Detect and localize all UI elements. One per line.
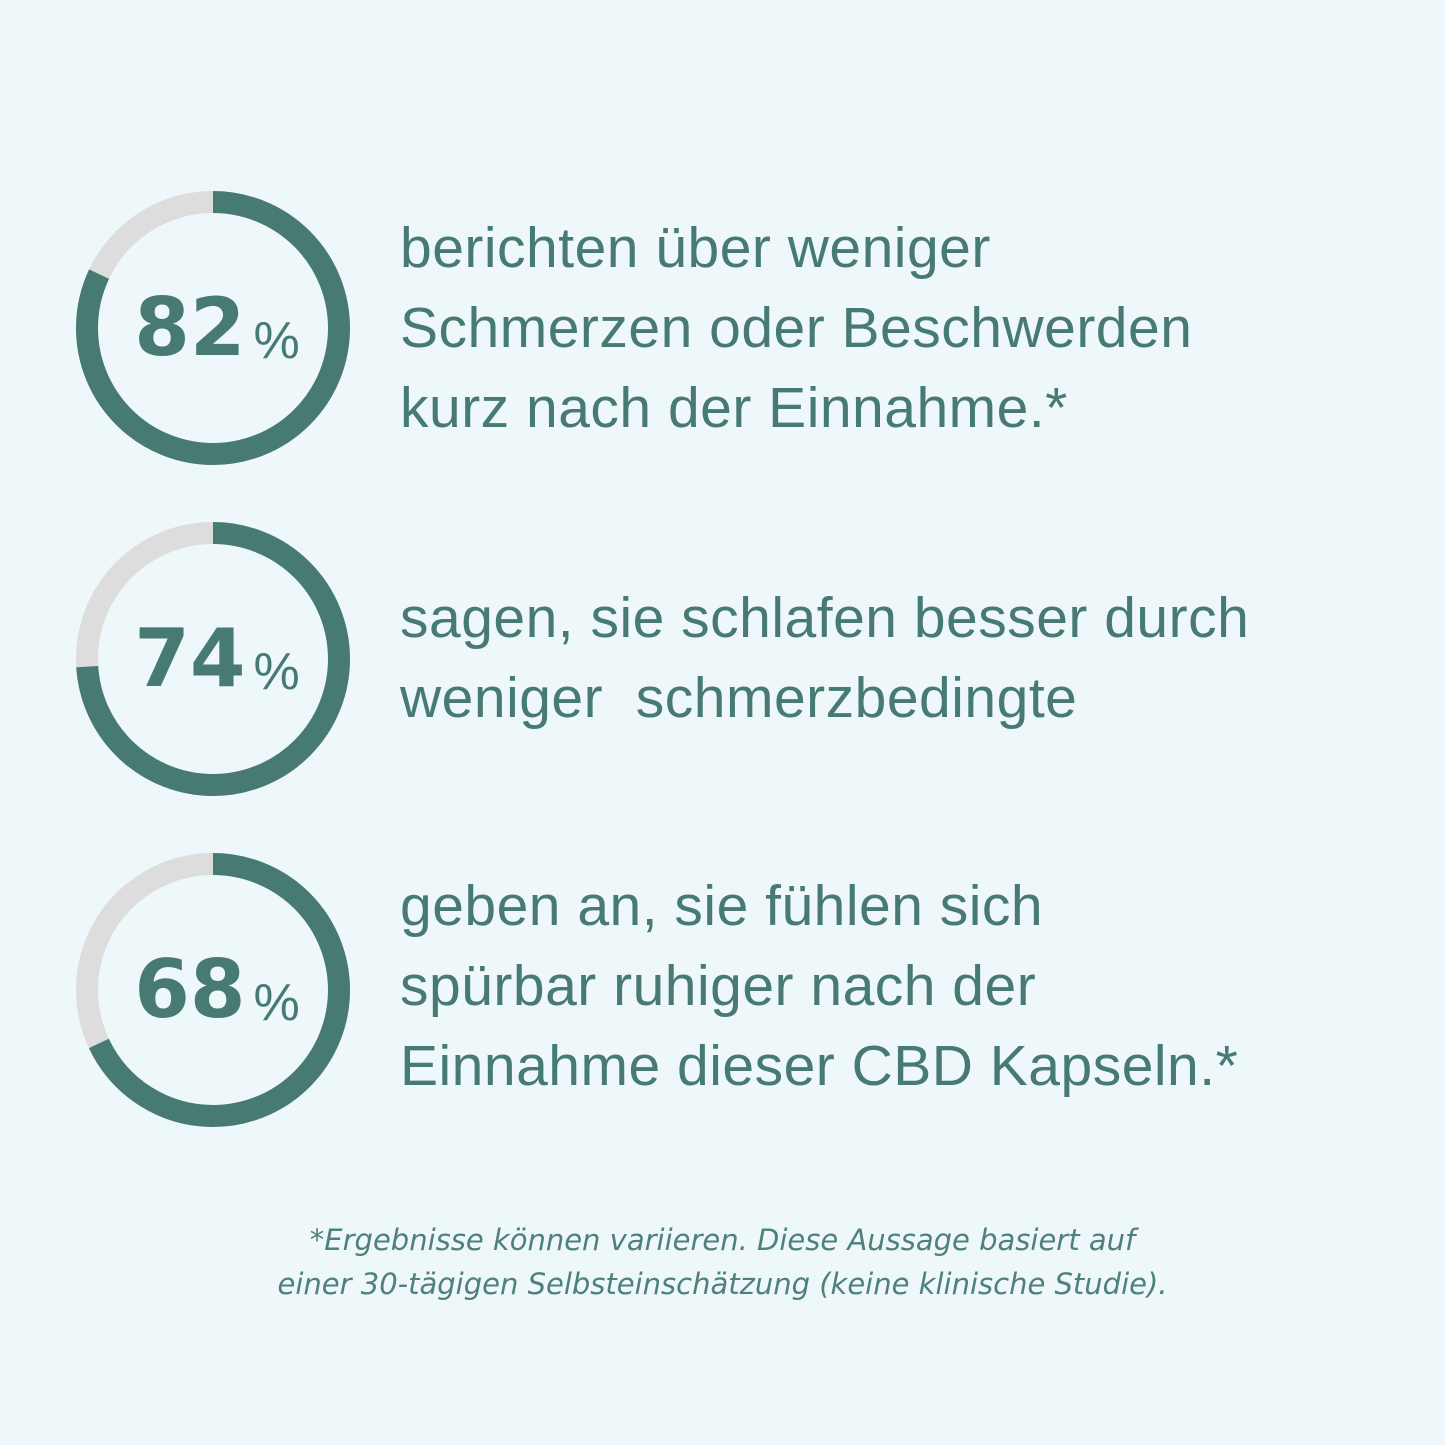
percent-sign: % xyxy=(253,312,300,370)
footnote: *Ergebnisse können variieren. Diese Auss… xyxy=(0,1218,1445,1306)
stat-description: berichten über weniger Schmerzen oder Be… xyxy=(400,208,1420,448)
description-line: Einnahme dieser CBD Kapseln.* xyxy=(400,1034,1239,1098)
stat-value: 74 xyxy=(134,612,246,705)
description-line: kurz nach der Einnahme.* xyxy=(400,376,1068,440)
description-line: spürbar ruhiger nach der xyxy=(400,954,1037,1018)
stat-description: geben an, sie fühlen sich spürbar ruhige… xyxy=(400,866,1420,1106)
percent-sign: % xyxy=(253,974,300,1032)
description-line: Schmerzen oder Beschwerden xyxy=(400,296,1193,360)
ring-svg xyxy=(76,191,350,465)
stat-value: 68 xyxy=(134,943,246,1036)
description-line: weniger schmerzbedingte xyxy=(400,666,1078,730)
progress-ring: 68% xyxy=(76,853,350,1127)
ring-svg xyxy=(76,522,350,796)
progress-ring: 82% xyxy=(76,191,350,465)
progress-ring: 74% xyxy=(76,522,350,796)
ring-svg xyxy=(76,853,350,1127)
footnote-line: *Ergebnisse können variieren. Diese Auss… xyxy=(309,1223,1136,1257)
description-line: sagen, sie schlafen besser durch xyxy=(400,586,1250,650)
percent-sign: % xyxy=(253,643,300,701)
description-line: berichten über weniger xyxy=(400,216,991,280)
ring-progress-arc xyxy=(76,853,350,1127)
ring-progress-arc xyxy=(76,191,350,465)
stat-value: 82 xyxy=(134,281,246,374)
footnote-line: einer 30-tägigen Selbsteinschätzung (kei… xyxy=(277,1267,1168,1301)
stat-description: sagen, sie schlafen besser durch weniger… xyxy=(400,578,1420,738)
description-line: geben an, sie fühlen sich xyxy=(400,874,1044,938)
ring-progress-arc xyxy=(76,522,350,796)
